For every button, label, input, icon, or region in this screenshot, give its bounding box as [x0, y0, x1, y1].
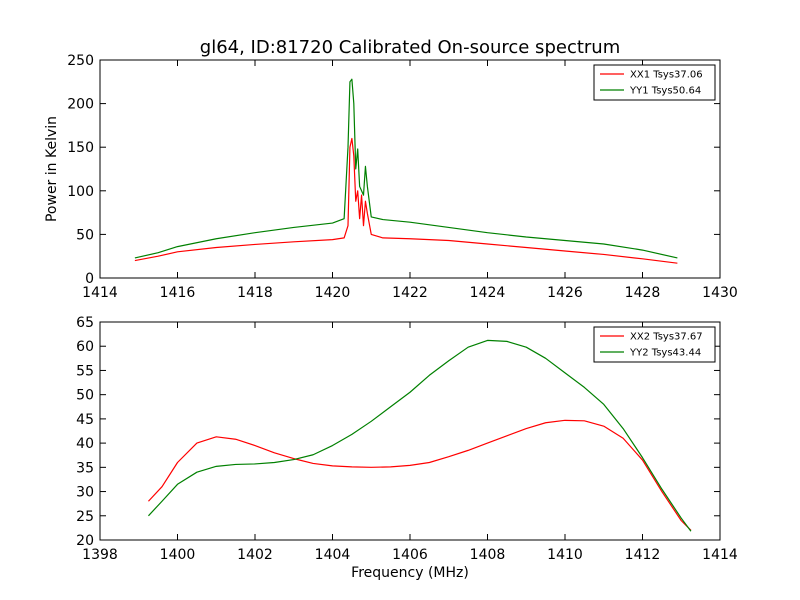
chart-top-title: gl64, ID:81720 Calibrated On-source spec…	[200, 37, 620, 58]
chart-top-y-tick-label: 150	[67, 140, 94, 156]
chart-top-x-tick-label: 1424	[470, 285, 506, 301]
chart-bottom-legend-label-xx2: XX2 Tsys37.67	[630, 332, 703, 343]
chart-bottom-y-tick-label: 25	[76, 509, 94, 525]
chart-bottom-series-xx2-tsys37-67	[148, 419, 692, 531]
chart-bottom: 1398 1400 1402 1404 1406 1408 1410 1412 1414 20 25…	[76, 315, 738, 581]
chart-top-y-tick-label: 200	[67, 97, 94, 113]
chart-bottom-legend-label-yy2: YY2 Tsys43.44	[629, 348, 701, 359]
chart-top-y-tick-label: 250	[67, 53, 94, 69]
chart-bottom-x-tick-label: 1406	[392, 547, 428, 563]
chart-top-x-tick-label: 1426	[547, 285, 583, 301]
chart-bottom-x-tick-label: 1402	[237, 547, 273, 563]
chart-bottom-y-tick-label: 30	[76, 485, 94, 501]
chart-bottom-y-tick-label: 40	[76, 436, 94, 452]
chart-top-legend-box	[593, 64, 716, 101]
chart-bottom-series	[148, 339, 692, 532]
chart-top-series-xx1-tsys37-06	[134, 137, 678, 264]
chart-bottom-y-tick-label: 65	[76, 315, 94, 331]
chart-bottom-x-tick-label: 1408	[470, 547, 506, 563]
chart-bottom-x-axis-label: Frequency (MHz)	[351, 565, 469, 581]
chart-bottom-x-tick-label: 1412	[625, 547, 661, 563]
chart-top-ticks: 1414 1416 1418 1420 1422 1424 1426 1428 1430 0 50 1…	[67, 53, 738, 301]
chart-top-legend-label-xx1: XX1 Tsys37.06	[630, 70, 703, 81]
chart-bottom-y-tick-label: 45	[76, 412, 94, 428]
chart-top-x-tick-label: 1428	[625, 285, 661, 301]
chart-top-y-axis-label: Power in Kelvin	[44, 116, 60, 222]
chart-top-y-tick-label: 50	[76, 227, 94, 243]
chart-bottom-x-tick-label: 1404	[315, 547, 351, 563]
chart-bottom-legend: XX2 Tsys37.67 YY2 Tsys43.44	[593, 326, 716, 363]
chart-top-legend-label-yy1: YY1 Tsys50.64	[629, 86, 701, 97]
chart-top-x-tick-label: 1422	[392, 285, 428, 301]
chart-top-x-tick-label: 1414	[82, 285, 118, 301]
chart-top-series	[134, 78, 678, 264]
chart-bottom-legend-box	[593, 326, 716, 363]
chart-top-x-tick-label: 1430	[702, 285, 738, 301]
chart-top: gl64, ID:81720 Calibrated On-source spec…	[44, 37, 738, 301]
chart-top-x-tick-label: 1418	[237, 285, 273, 301]
chart-bottom-x-tick-label: 1400	[160, 547, 196, 563]
chart-top-plot-frame	[99, 59, 721, 279]
chart-bottom-y-tick-label: 50	[76, 388, 94, 404]
chart-bottom-y-tick-label: 20	[76, 533, 94, 549]
chart-top-legend: XX1 Tsys37.06 YY1 Tsys50.64	[593, 64, 716, 101]
chart-bottom-x-tick-label: 1410	[547, 547, 583, 563]
chart-bottom-y-tick-label: 35	[76, 460, 94, 476]
chart-bottom-y-tick-label: 55	[76, 363, 94, 379]
chart-bottom-x-tick-label: 1414	[702, 547, 738, 563]
chart-bottom-plot-frame	[99, 321, 721, 541]
chart-top-y-tick-label: 0	[85, 271, 94, 287]
chart-top-x-tick-label: 1416	[160, 285, 196, 301]
chart-bottom-y-tick-label: 60	[76, 339, 94, 355]
chart-top-y-tick-label: 100	[67, 184, 94, 200]
chart-bottom-series-yy2-tsys43-44	[148, 339, 692, 532]
chart-top-series-yy1-tsys50-64	[134, 78, 678, 259]
chart-top-x-tick-label: 1420	[315, 285, 351, 301]
chart-bottom-x-tick-label: 1398	[82, 547, 118, 563]
